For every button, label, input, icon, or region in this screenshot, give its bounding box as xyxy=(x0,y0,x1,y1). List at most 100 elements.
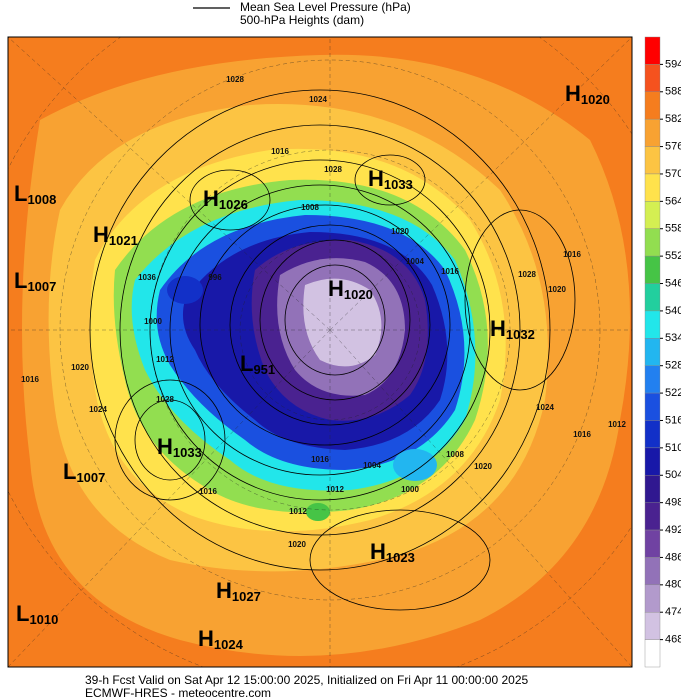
colorbar-box xyxy=(644,173,661,202)
colorbar-label: 552 xyxy=(665,250,681,262)
colorbar-box xyxy=(644,338,661,366)
center-kind: L xyxy=(16,601,29,626)
center-value: 1023 xyxy=(386,550,415,565)
center-kind: H xyxy=(198,626,214,651)
colorbar-box xyxy=(644,502,661,531)
contour-label: 1016 xyxy=(441,267,459,276)
colorbar-label: 474 xyxy=(665,606,681,618)
colorbar-label: 582 xyxy=(665,113,681,125)
colorbar-box xyxy=(644,584,661,613)
center-kind: L xyxy=(240,351,253,376)
legend-item: Mean Sea Level Pressure (hPa) xyxy=(240,0,411,14)
center-value: 1027 xyxy=(232,589,261,604)
contour-label: 1012 xyxy=(608,420,626,429)
colorbar-label: 492 xyxy=(665,524,681,536)
pressure-center: H1033 xyxy=(368,166,413,193)
center-value: 1010 xyxy=(29,612,58,627)
colorbar-box xyxy=(644,283,661,312)
colorbar-label: 528 xyxy=(665,360,681,372)
colorbar-label: 558 xyxy=(665,223,681,235)
colorbar-label: 564 xyxy=(665,195,681,207)
center-kind: H xyxy=(370,539,386,564)
center-value: 1020 xyxy=(581,92,610,107)
contour-label: 1028 xyxy=(226,75,244,84)
center-kind: H xyxy=(565,81,581,106)
colorbar-box xyxy=(644,475,661,503)
center-kind: H xyxy=(216,578,232,603)
pressure-center: H1020 xyxy=(328,276,373,303)
colorbar-box xyxy=(644,529,661,558)
pressure-center: L951 xyxy=(240,351,275,378)
contour-label: 1020 xyxy=(474,462,492,471)
footer-line: ECMWF-HRES - meteocentre.com xyxy=(85,686,271,700)
pressure-center: H1023 xyxy=(370,539,415,566)
contour-label: 1012 xyxy=(156,355,174,364)
center-kind: L xyxy=(63,459,76,484)
colorbar-box xyxy=(644,255,661,284)
colorbar-label: 576 xyxy=(665,140,681,152)
contour-label: 1020 xyxy=(391,227,409,236)
map-frame xyxy=(7,36,633,668)
colorbar-box xyxy=(644,365,661,394)
pressure-center: H1021 xyxy=(93,222,138,249)
contour-label: 1016 xyxy=(199,487,217,496)
colorbar-box xyxy=(644,420,661,449)
pressure-center: H1033 xyxy=(157,434,202,461)
contour-label: 1000 xyxy=(144,317,162,326)
colorbar-box xyxy=(644,146,661,175)
pressure-center: H1020 xyxy=(565,81,610,108)
contour-label: 1028 xyxy=(518,270,536,279)
pressure-center: L1008 xyxy=(14,181,56,208)
center-kind: H xyxy=(368,166,384,191)
center-kind: H xyxy=(93,222,109,247)
center-value: 1032 xyxy=(506,327,535,342)
footer-line: 39-h Fcst Valid on Sat Apr 12 15:00:00 2… xyxy=(85,673,529,687)
colorbar-box xyxy=(644,612,661,640)
colorbar-label: 486 xyxy=(665,551,681,563)
center-value: 951 xyxy=(253,362,275,377)
contour-label: 1020 xyxy=(71,363,89,372)
colorbar-label: 504 xyxy=(665,469,681,481)
contour-label: 1020 xyxy=(288,540,306,549)
colorbar-box xyxy=(644,36,661,65)
pressure-center: H1027 xyxy=(216,578,261,605)
colorbar-label: 522 xyxy=(665,387,681,399)
colorbar-label: 480 xyxy=(665,579,681,591)
center-kind: H xyxy=(328,276,344,301)
colorbar-label: 510 xyxy=(665,442,681,454)
contour-label: 1024 xyxy=(536,403,554,412)
center-value: 1024 xyxy=(214,637,244,652)
colorbar-label: 546 xyxy=(665,277,681,289)
contour-label: 1016 xyxy=(563,250,581,259)
center-value: 1033 xyxy=(384,177,413,192)
pressure-center: H1026 xyxy=(203,186,248,213)
contour-label: 1036 xyxy=(138,273,156,282)
colorbar-box xyxy=(644,118,661,147)
center-kind: H xyxy=(490,316,506,341)
center-kind: L xyxy=(14,268,27,293)
contour-label: 1004 xyxy=(363,461,381,470)
contour-label: 1012 xyxy=(326,485,344,494)
pressure-center: H1032 xyxy=(490,316,535,343)
colorbar-box xyxy=(644,91,661,120)
colorbar-label: 498 xyxy=(665,497,681,509)
contour-label: 1016 xyxy=(573,430,591,439)
colorbar-box xyxy=(644,447,661,476)
contour-label: 1016 xyxy=(311,455,329,464)
contour-label: 1004 xyxy=(406,257,424,266)
contour-label: 1016 xyxy=(21,375,39,384)
colorbar-label: 468 xyxy=(665,634,681,646)
colorbar-box xyxy=(644,64,661,92)
contour-label: 1020 xyxy=(548,285,566,294)
pressure-center: L1007 xyxy=(63,459,105,486)
colorbar-box xyxy=(644,201,661,229)
contour-label: 1008 xyxy=(446,450,464,459)
contour-label: 1028 xyxy=(324,165,342,174)
colorbar-label: 594 xyxy=(665,58,681,70)
colorbar-box xyxy=(644,228,661,257)
pressure-center: H1024 xyxy=(198,626,244,653)
contour-label: 1024 xyxy=(89,405,107,414)
colorbar-label: 570 xyxy=(665,168,681,180)
center-value: 1020 xyxy=(344,287,373,302)
